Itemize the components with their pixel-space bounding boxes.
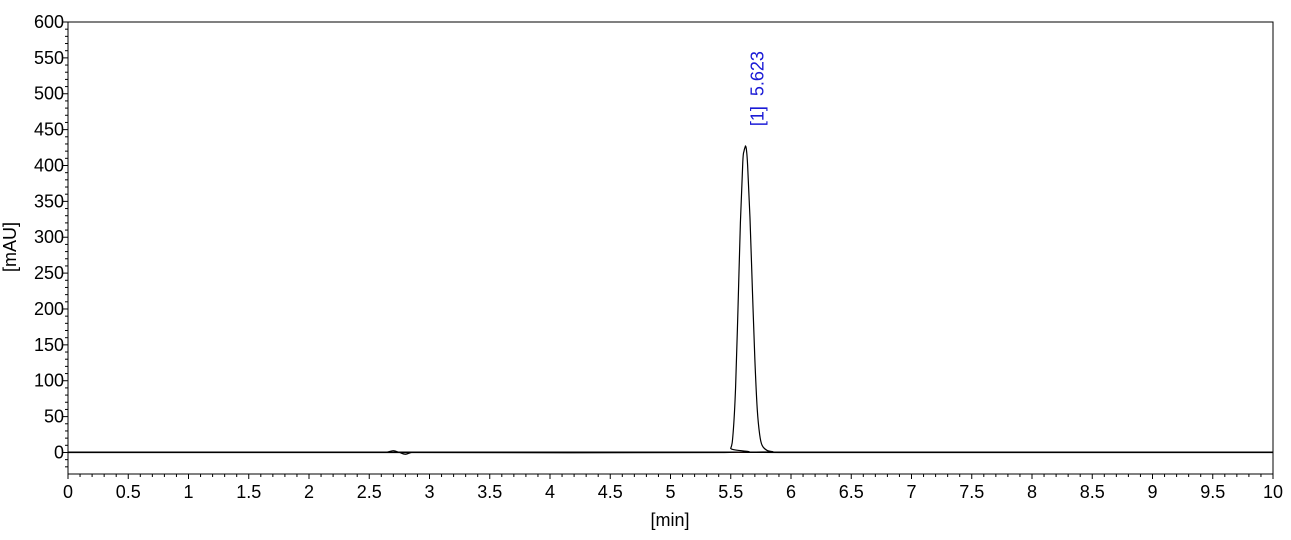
x-tick-label: 0 — [63, 482, 73, 502]
x-tick-label: 3.5 — [477, 482, 502, 502]
x-tick-label: 5.5 — [718, 482, 743, 502]
y-tick-label: 450 — [34, 120, 64, 140]
x-tick-label: 2.5 — [357, 482, 382, 502]
y-tick-label: 550 — [34, 48, 64, 68]
x-tick-label: 6 — [786, 482, 796, 502]
y-tick-label: 300 — [34, 227, 64, 247]
y-tick-label: 150 — [34, 335, 64, 355]
y-tick-label: 400 — [34, 155, 64, 175]
y-tick-label: 350 — [34, 191, 64, 211]
signal-trace — [67, 145, 1274, 455]
x-tick-label: 8.5 — [1080, 482, 1105, 502]
y-axis: 0 50 100 150 200 250 300 350 400 450 500 550 600 — [34, 12, 68, 468]
peak-label: [1] 5.623 — [748, 51, 768, 126]
y-tick-label: 0 — [54, 442, 64, 462]
y-tick-label: 50 — [44, 407, 64, 427]
x-tick-label: 1.5 — [236, 482, 261, 502]
peak-annotations: [1] 5.623 — [748, 51, 768, 126]
y-tick-label: 100 — [34, 371, 64, 391]
x-axis: 0 0.5 1 1.5 2 2.5 3 3.5 4 4.5 5 5.5 6 6.5 7 7.5 8 8.5 9 9.5… — [63, 474, 1283, 502]
x-tick-label: 7.5 — [959, 482, 984, 502]
y-tick-label: 200 — [34, 299, 64, 319]
x-tick-label: 3 — [424, 482, 434, 502]
y-tick-label: 600 — [34, 12, 64, 32]
x-tick-label: 5 — [665, 482, 675, 502]
x-tick-label: 9 — [1147, 482, 1157, 502]
y-axis-title: [mAU] — [0, 222, 20, 272]
plot-frame — [67, 21, 1274, 475]
y-tick-label: 500 — [34, 84, 64, 104]
x-axis-title: [min] — [650, 510, 689, 530]
x-tick-label: 4 — [545, 482, 555, 502]
x-tick-label: 4.5 — [598, 482, 623, 502]
x-tick-label: 8 — [1027, 482, 1037, 502]
x-tick-label: 2 — [304, 482, 314, 502]
signal-traces — [67, 145, 1274, 455]
x-tick-label: 0.5 — [116, 482, 141, 502]
x-tick-label: 10 — [1263, 482, 1283, 502]
x-tick-label: 6.5 — [839, 482, 864, 502]
y-tick-label: 250 — [34, 263, 64, 283]
x-tick-label: 1 — [183, 482, 193, 502]
x-tick-label: 9.5 — [1200, 482, 1225, 502]
x-tick-label: 7 — [906, 482, 916, 502]
